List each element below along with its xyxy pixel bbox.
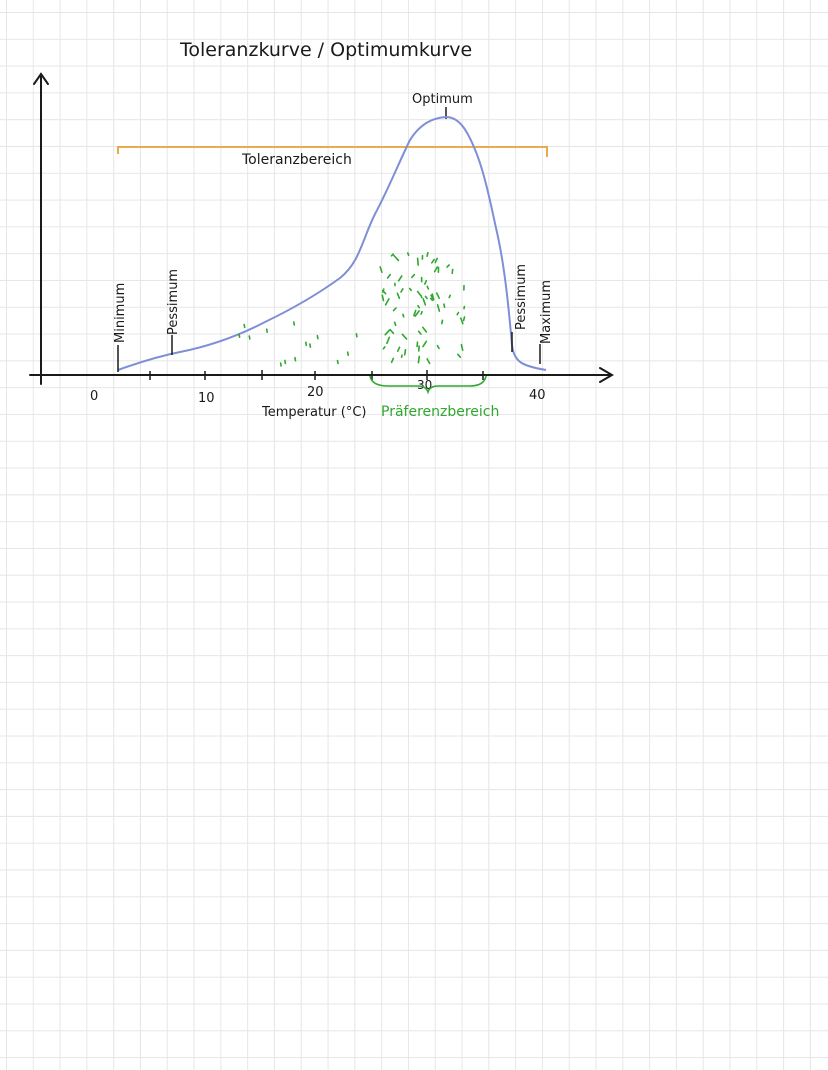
preference-mark: [386, 273, 392, 279]
preference-mark: [443, 303, 446, 309]
toleranzbereich-label: Toleranzbereich: [241, 152, 352, 168]
preference-mark: [420, 294, 423, 299]
preference-mark: [448, 294, 452, 299]
preference-mark: [436, 304, 441, 312]
preference-mark: [414, 310, 420, 317]
preference-mark: [433, 266, 439, 273]
preference-mark: [426, 358, 431, 365]
praeferenz-brace: [369, 375, 487, 395]
diagram-title: Toleranzkurve / Optimumkurve: [179, 39, 472, 61]
preference-mark: [386, 336, 391, 345]
x-tick-marks: [149, 370, 484, 380]
preference-mark: [279, 362, 282, 367]
preference-mark: [446, 264, 450, 268]
preference-mark: [400, 287, 404, 293]
praeferenzbereich-label: Präferenzbereich: [381, 404, 499, 420]
tick-label-40: 40: [529, 388, 546, 403]
preference-mark: [417, 330, 422, 335]
maximum-label: Maximum: [539, 280, 554, 344]
preference-mark: [265, 328, 269, 334]
preference-mark: [426, 251, 429, 258]
preference-mark: [392, 307, 397, 312]
preference-mark: [294, 356, 297, 362]
preference-mark: [393, 254, 400, 262]
preference-mark: [346, 351, 350, 357]
preference-mark: [292, 321, 296, 326]
preference-mark: [304, 341, 308, 347]
pessimum-left-label: Pessimum: [166, 269, 181, 335]
preference-mark: [417, 355, 421, 364]
x-axis-arrowhead: [599, 367, 614, 383]
preference-mark: [456, 311, 460, 316]
preference-mark: [436, 344, 440, 350]
preference-mark: [413, 309, 417, 317]
preference-mark: [309, 343, 312, 348]
preference-mark: [396, 346, 401, 353]
preference-mark: [460, 343, 464, 352]
minimum-label: Minimum: [113, 283, 128, 343]
preference-mark: [431, 293, 435, 301]
preference-mark: [390, 253, 395, 257]
tick-label-0: 0: [90, 389, 98, 404]
preference-mark: [408, 287, 413, 292]
preference-mark: [381, 289, 387, 295]
preference-mark: [430, 294, 434, 300]
preference-mark: [456, 353, 462, 359]
preference-mark: [389, 328, 395, 335]
preference-mark: [355, 332, 358, 338]
toleranzbereich-bracket: [117, 146, 548, 157]
preference-mark: [429, 297, 434, 302]
preference-mark: [390, 357, 395, 364]
preference-mark: [284, 359, 287, 365]
preference-mark: [440, 319, 444, 325]
pessimum-right-label: Pessimum: [514, 264, 529, 330]
preference-mark: [384, 298, 390, 306]
preference-mark: [430, 258, 436, 264]
preference-mark: [422, 340, 428, 348]
preference-mark: [396, 292, 401, 300]
axes: [29, 72, 614, 385]
preference-mark: [435, 292, 441, 300]
preference-mark: [381, 294, 385, 302]
preference-mark: [424, 295, 428, 300]
tick-label-20: 20: [307, 385, 324, 400]
preference-mark: [379, 266, 383, 274]
preference-mark: [393, 321, 397, 327]
preference-mark: [420, 310, 423, 315]
praeferenz-scatter: [238, 251, 466, 367]
preference-mark: [451, 268, 454, 275]
preference-mark: [403, 348, 407, 356]
preference-mark: [434, 257, 439, 264]
preference-mark: [382, 346, 386, 350]
x-axis-label: Temperatur (°C): [261, 405, 367, 420]
preference-mark: [459, 317, 464, 325]
preference-mark: [423, 279, 428, 285]
tick-label-30: 30: [417, 378, 432, 392]
x-tick-labels: 0 10 20 30 40: [90, 378, 546, 406]
preference-mark: [238, 333, 241, 339]
preference-mark: [384, 329, 391, 336]
preference-mark: [416, 290, 422, 297]
preference-mark: [401, 333, 408, 340]
preference-mark: [416, 257, 420, 266]
preference-mark: [462, 316, 466, 322]
preference-mark: [336, 359, 339, 365]
preference-mark: [316, 334, 319, 340]
preference-mark: [421, 326, 428, 333]
preference-mark: [417, 304, 421, 309]
optimum-label: Optimum: [412, 92, 473, 107]
tick-label-10: 10: [198, 391, 215, 406]
y-axis-arrowhead: [33, 72, 49, 85]
preference-mark: [426, 285, 430, 290]
preference-mark: [248, 335, 251, 340]
preference-mark: [422, 297, 427, 306]
preference-mark: [406, 252, 410, 256]
preference-mark: [410, 273, 416, 279]
preference-mark: [397, 275, 403, 282]
preference-mark: [243, 323, 246, 329]
preference-mark: [402, 313, 405, 318]
